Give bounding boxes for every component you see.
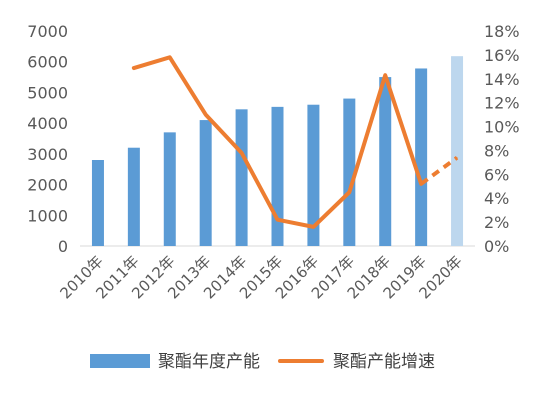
bar [379, 77, 392, 246]
growth-point [456, 157, 458, 159]
right-tick-label: 14% [484, 70, 520, 89]
legend-label-bar: 聚酯年度产能 [158, 352, 260, 372]
left-tick-label: 5000 [27, 83, 68, 102]
right-tick-label: 18% [484, 22, 520, 41]
right-tick-label: 4% [484, 189, 509, 208]
growth-line-forecast [419, 155, 459, 186]
bar [271, 106, 284, 246]
growth-point [205, 114, 207, 116]
right-tick-label: 10% [484, 118, 520, 137]
growth-point [241, 152, 243, 154]
right-tick-label: 0% [484, 237, 509, 256]
right-axis-ticks: 0% 2% 4% 6% 8% 10% 12% 14% 16% 18% [484, 22, 520, 256]
bar [415, 68, 428, 246]
bar [343, 98, 356, 246]
bar-series [91, 56, 464, 246]
bar [127, 147, 140, 246]
growth-point [384, 74, 386, 76]
growth-point [420, 183, 422, 185]
left-tick-label: 3000 [27, 145, 68, 164]
left-tick-label: 1000 [27, 206, 68, 225]
growth-point [133, 67, 135, 69]
growth-point [348, 191, 350, 193]
right-tick-label: 2% [484, 213, 509, 232]
right-tick-label: 16% [484, 46, 520, 65]
category-labels: 2010年2011年2012年2013年2014年2015年2016年2017年… [56, 252, 465, 302]
bar [199, 120, 212, 246]
bar [307, 104, 320, 246]
left-tick-label: 2000 [27, 176, 68, 195]
right-tick-label: 12% [484, 94, 520, 113]
right-tick-label: 6% [484, 165, 509, 184]
bar [163, 132, 176, 246]
bar [91, 160, 104, 246]
left-tick-label: 7000 [27, 22, 68, 41]
bar [451, 56, 464, 246]
growth-point [312, 226, 314, 228]
legend-label-line: 聚酯产能增速 [333, 352, 435, 372]
growth-point [277, 219, 278, 221]
legend: 聚酯年度产能 聚酯产能增速 [90, 352, 435, 372]
left-tick-label: 0 [58, 237, 68, 256]
left-tick-label: 6000 [27, 53, 68, 72]
growth-point [169, 56, 171, 58]
left-tick-label: 4000 [27, 114, 68, 133]
right-tick-label: 8% [484, 141, 509, 160]
bar [235, 109, 248, 246]
line-series [131, 55, 459, 229]
left-axis-ticks: 0 1000 2000 3000 4000 5000 6000 7000 [27, 22, 68, 256]
legend-swatch-bar [90, 354, 150, 368]
